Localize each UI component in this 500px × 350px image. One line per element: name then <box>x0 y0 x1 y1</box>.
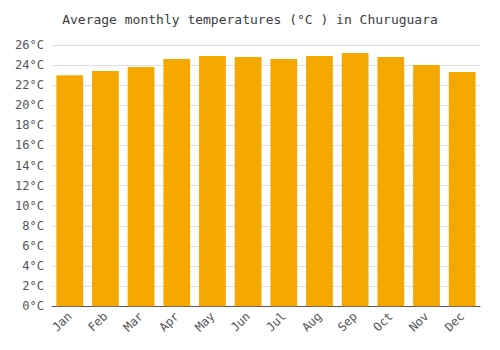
svg-text:Dec: Dec <box>442 309 467 334</box>
svg-text:12°C: 12°C <box>15 179 44 193</box>
svg-text:Mar: Mar <box>121 309 146 334</box>
svg-text:Jan: Jan <box>49 309 74 334</box>
svg-text:14°C: 14°C <box>15 159 44 173</box>
svg-text:4°C: 4°C <box>22 259 44 273</box>
svg-text:0°C: 0°C <box>22 299 44 313</box>
svg-text:May: May <box>192 309 217 334</box>
svg-text:8°C: 8°C <box>22 219 44 233</box>
svg-text:18°C: 18°C <box>15 118 44 132</box>
svg-text:Sep: Sep <box>335 309 360 334</box>
svg-text:Apr: Apr <box>156 309 181 334</box>
svg-text:Feb: Feb <box>85 309 110 334</box>
svg-text:2°C: 2°C <box>22 279 44 293</box>
svg-text:Aug: Aug <box>299 309 324 334</box>
svg-text:10°C: 10°C <box>15 199 44 213</box>
svg-text:22°C: 22°C <box>15 78 44 92</box>
svg-text:6°C: 6°C <box>22 239 44 253</box>
svg-text:Oct: Oct <box>371 309 396 334</box>
svg-text:26°C: 26°C <box>15 38 44 52</box>
svg-text:Nov: Nov <box>406 309 431 334</box>
svg-text:Jun: Jun <box>228 309 253 334</box>
svg-text:Average monthly temperatures (: Average monthly temperatures (°C ) in Ch… <box>62 12 438 27</box>
svg-text:20°C: 20°C <box>15 98 44 112</box>
svg-text:16°C: 16°C <box>15 138 44 152</box>
svg-text:24°C: 24°C <box>15 58 44 72</box>
svg-text:Jul: Jul <box>264 309 289 334</box>
